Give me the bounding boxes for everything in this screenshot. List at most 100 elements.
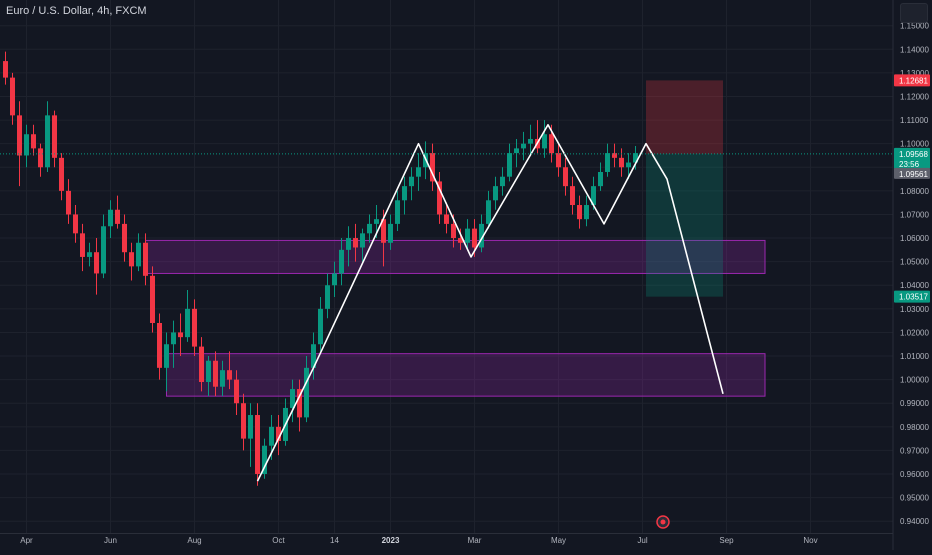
candle-body: [206, 360, 211, 382]
time-tick-label: Apr: [20, 536, 33, 545]
price-tick-label: 0.95000: [900, 494, 929, 503]
short-position-tool[interactable]: [646, 80, 723, 297]
candle-body: [10, 77, 15, 116]
candle-body: [94, 252, 99, 274]
candle-body: [619, 157, 624, 168]
candle-body: [311, 344, 316, 368]
candle-body: [500, 176, 505, 187]
price-tick-label: 0.98000: [900, 423, 929, 432]
events[interactable]: [656, 515, 670, 529]
candle-body: [430, 153, 435, 182]
current-low-tag-text: 1.09561: [899, 170, 928, 179]
zone-rectangle-1[interactable]: [145, 239, 766, 274]
pattern-polyline[interactable]: [256, 123, 724, 482]
time-tick-label: Jul: [637, 536, 647, 545]
candle-body: [514, 148, 519, 154]
stop-price-tag-bg: [894, 74, 930, 87]
time-tick-label: May: [551, 536, 566, 545]
candle-body: [598, 171, 603, 187]
price-tick-label: 1.06000: [900, 234, 929, 243]
candle-body: [346, 238, 351, 250]
candle-body: [570, 186, 575, 206]
candle-body: [493, 186, 498, 201]
candle-body: [129, 252, 134, 267]
candle-body: [108, 209, 113, 227]
candle-body: [367, 223, 372, 234]
candle-body: [199, 346, 204, 382]
candle-body: [192, 308, 197, 347]
candle-body: [507, 153, 512, 177]
candle-body: [234, 379, 239, 404]
candle-body: [388, 223, 393, 243]
price-tick-label: 0.97000: [900, 446, 929, 455]
candle-body: [255, 415, 260, 475]
candle-body: [220, 370, 225, 387]
candle-body: [626, 162, 631, 168]
candle-body: [122, 223, 127, 253]
candle-body: [584, 205, 589, 220]
candle-body: [87, 252, 92, 257]
candle-body: [59, 157, 64, 191]
price-tick-label: 1.10000: [900, 140, 929, 149]
candle-body: [451, 223, 456, 239]
candle-body: [24, 134, 29, 156]
price-tick-label: 0.99000: [900, 399, 929, 408]
candle-body: [45, 115, 50, 168]
candle-body: [171, 332, 176, 345]
symbol-title[interactable]: Euro / U.S. Dollar, 4h, FXCM: [6, 5, 147, 17]
candle-body: [213, 360, 218, 387]
time-axis[interactable]: Apr Jun Aug Oct 14 2023 Mar May Jul Sep Nov: [0, 533, 893, 546]
candle-body: [17, 115, 22, 156]
candle-body: [241, 403, 246, 439]
candle-body: [178, 332, 183, 338]
supply-demand-zones[interactable]: [145, 239, 766, 397]
candle-body: [276, 426, 281, 441]
candle-body: [52, 115, 57, 158]
price-tick-label: 1.13000: [900, 69, 929, 78]
pattern-line[interactable]: [256, 123, 724, 482]
candle-body: [269, 426, 274, 446]
price-tick-label: 1.01000: [900, 352, 929, 361]
candle-body: [402, 186, 407, 201]
grid: [0, 0, 893, 533]
candle-body: [115, 209, 120, 224]
candle-body: [31, 134, 36, 149]
price-tick-label: 1.02000: [900, 328, 929, 337]
time-tick-label: Oct: [272, 536, 285, 545]
candle-body: [605, 153, 610, 172]
candle-body: [248, 415, 253, 439]
candle-body: [437, 181, 442, 215]
candles: [3, 51, 638, 486]
current-price-tag-text: 1.09568: [899, 150, 928, 159]
price-tick-label: 1.07000: [900, 210, 929, 219]
stop-loss-area[interactable]: [646, 80, 723, 154]
target-price-tag-text: 1.03517: [899, 293, 928, 302]
time-tick-label: Sep: [719, 536, 734, 545]
candle-body: [374, 219, 379, 224]
candle-body: [521, 143, 526, 149]
price-tick-label: 1.00000: [900, 376, 929, 385]
candle-body: [381, 219, 386, 243]
time-tick-label: Jun: [104, 536, 117, 545]
price-tick-label: 1.11000: [900, 116, 929, 125]
price-tick-label: 0.96000: [900, 470, 929, 479]
candle-body: [591, 186, 596, 206]
candle-body: [164, 344, 169, 368]
price-tick-label: 1.03000: [900, 305, 929, 314]
candle-body: [409, 176, 414, 187]
candle-body: [80, 233, 85, 257]
price-axis[interactable]: 1.15000 1.14000 1.13000 1.12000 1.11000 1.100…: [892, 0, 929, 550]
target-price-tag-bg: [894, 290, 930, 303]
candle-body: [325, 285, 330, 309]
take-profit-area[interactable]: [646, 153, 723, 297]
time-tick-label: Mar: [468, 536, 482, 545]
candle-body: [136, 242, 141, 267]
price-tick-label: 1.15000: [900, 22, 929, 31]
candle-body: [542, 134, 547, 149]
event-icon-inner: [660, 519, 666, 525]
chart-settings-button[interactable]: [900, 3, 928, 23]
zone-rectangle-2[interactable]: [166, 353, 766, 397]
